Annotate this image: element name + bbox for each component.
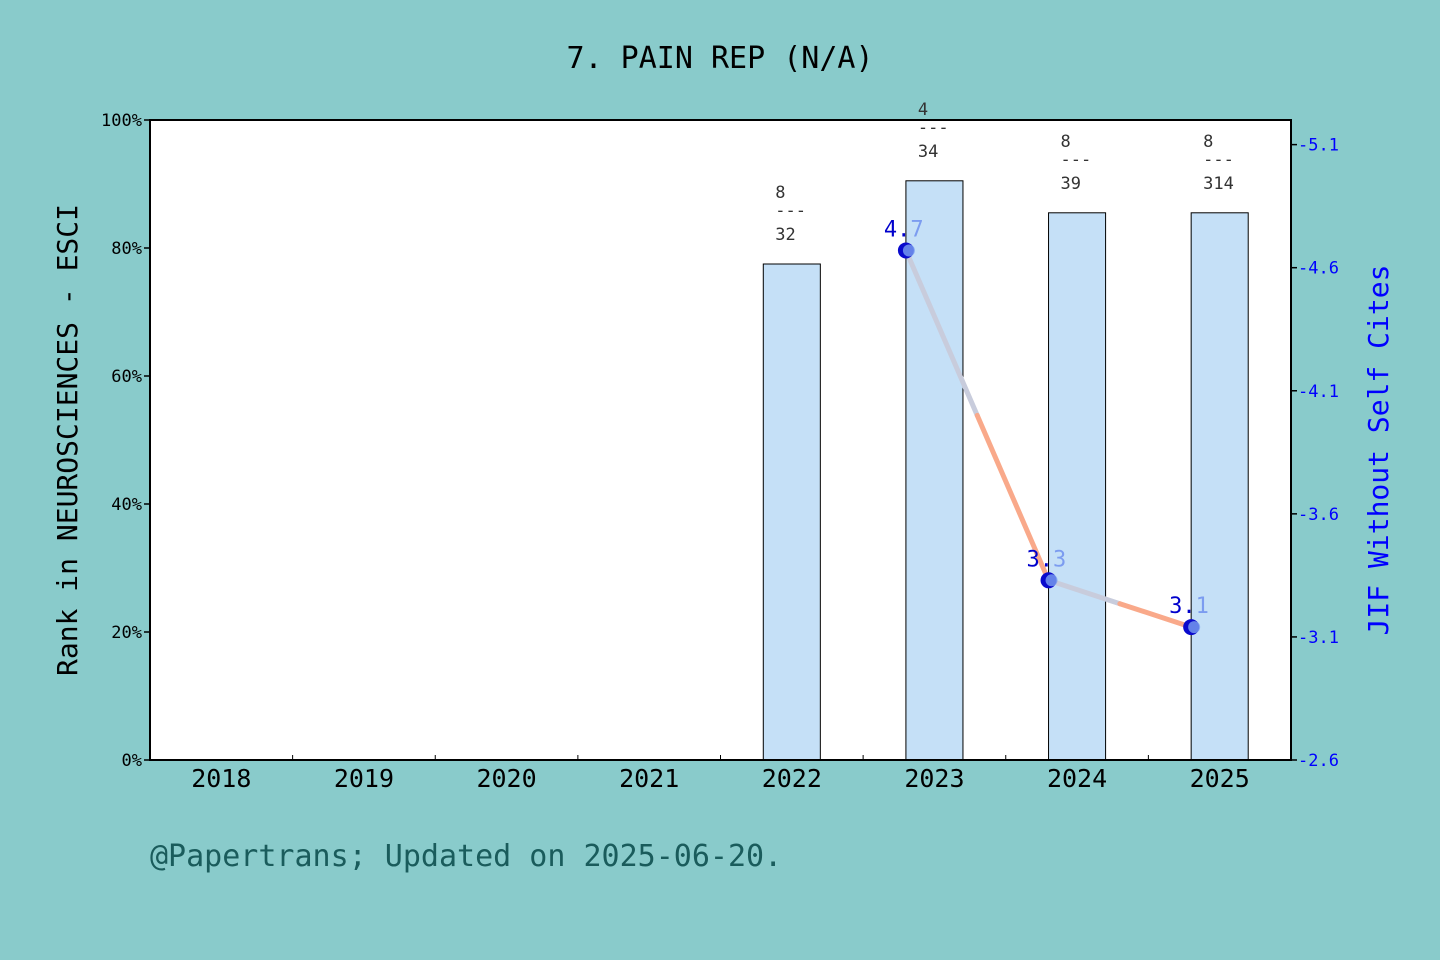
y-tick-label: 80% <box>111 239 142 259</box>
y-tick-label: 40% <box>111 495 142 515</box>
rank-denominator: 34 <box>918 142 938 162</box>
y2-axis-label: JIF Without Self Cites <box>1362 265 1395 636</box>
rank-separator: --- <box>1061 150 1092 170</box>
line-point-label: 3.1 <box>1169 594 1209 619</box>
y-tick-label: 60% <box>111 367 142 387</box>
rank-separator: --- <box>918 118 949 138</box>
y-tick-label: 100% <box>101 111 142 131</box>
x-tick-label: 2022 <box>762 764 822 793</box>
y2-tick-label: -3.1 <box>1298 628 1339 648</box>
line-point-highlight <box>1045 574 1058 587</box>
bar <box>1048 212 1107 761</box>
rank-numerator: 8 <box>775 183 785 203</box>
x-tick-label: 2023 <box>904 764 964 793</box>
y2-tick-label: -2.6 <box>1298 751 1339 771</box>
line-segment <box>1046 577 1123 607</box>
footer-note: @Papertrans; Updated on 2025-06-20. <box>150 839 782 874</box>
line-point-highlight <box>902 244 915 257</box>
y2-tick-label: -4.1 <box>1298 382 1339 402</box>
y2-tick-label: -4.6 <box>1298 259 1339 279</box>
rank-separator: --- <box>775 201 806 221</box>
chart-title: 7. PAIN REP (N/A) <box>566 41 873 76</box>
bar <box>762 263 821 761</box>
y-axis-left: 0% 20% 40% 60% 80% 100% <box>101 111 150 771</box>
y2-tick-label: -5.1 <box>1298 136 1339 156</box>
y2-tick-label: -3.6 <box>1298 505 1339 525</box>
line-segment <box>974 412 1052 583</box>
labels-group: 8---324---34 8---398---314 <box>775 100 1234 245</box>
line-point-label: 4.7 <box>884 217 924 242</box>
line-group: 4.7 3.3 3.1 <box>884 217 1209 636</box>
line-point-label: 3.3 <box>1027 547 1067 572</box>
plot-area <box>150 120 1291 760</box>
line-segment <box>903 247 980 418</box>
x-axis: 2018 2019 2020 2021 2022 2023 2024 2025 <box>191 755 1250 793</box>
line-point-highlight <box>1188 621 1201 634</box>
x-tick-label: 2018 <box>191 764 251 793</box>
x-tick-label: 2019 <box>334 764 394 793</box>
y-axis-right: -2.6 -3.1 -3.6 -4.1 -4.6 -5.1 <box>1291 136 1339 771</box>
rank-numerator: 8 <box>1203 132 1213 152</box>
rank-numerator: 8 <box>1061 132 1071 152</box>
rank-denominator: 32 <box>775 225 795 245</box>
rank-numerator: 4 <box>918 100 928 120</box>
rank-denominator: 314 <box>1203 174 1234 194</box>
bar <box>1190 212 1249 761</box>
x-tick-label: 2024 <box>1047 764 1107 793</box>
y-tick-label: 0% <box>122 751 142 771</box>
rank-separator: --- <box>1203 150 1234 170</box>
x-tick-label: 2025 <box>1190 764 1250 793</box>
x-tick-label: 2021 <box>619 764 679 793</box>
y-tick-label: 20% <box>111 623 142 643</box>
y-axis-label: Rank in NEUROSCIENCES - ESCI <box>51 204 84 676</box>
rank-denominator: 39 <box>1061 174 1081 194</box>
x-tick-label: 2020 <box>476 764 536 793</box>
line-segment <box>1117 601 1194 630</box>
